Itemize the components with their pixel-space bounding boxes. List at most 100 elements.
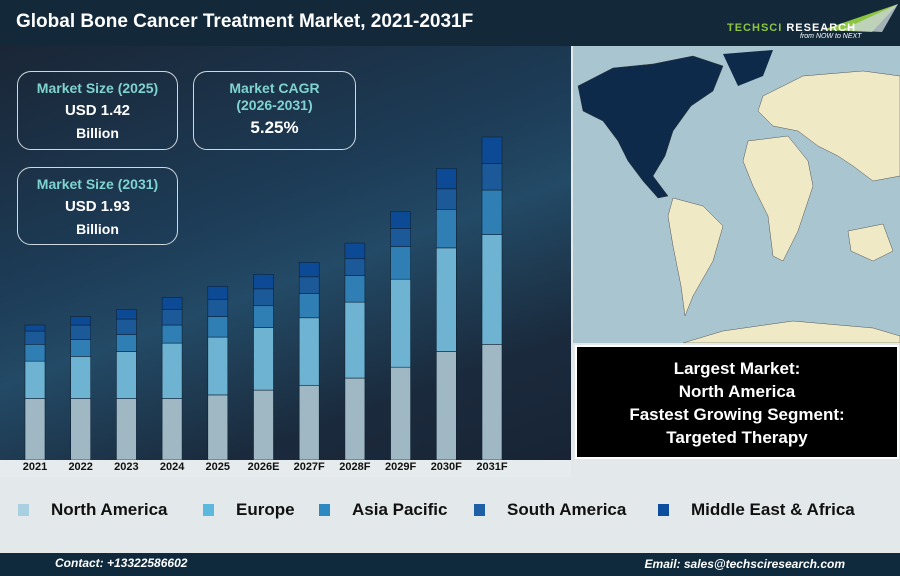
bar-segment-asia-pacific-2029F (390, 246, 411, 280)
bar-segment-south-america-2022 (70, 324, 91, 340)
bar-segment-north-america-2028F (344, 377, 366, 460)
bar-segment-europe-2022 (70, 356, 91, 399)
x-tick-label: 2023 (114, 461, 139, 473)
bar-segment-middle-east-africa-2021 (24, 324, 46, 332)
bar-segment-asia-pacific-2025 (207, 316, 229, 338)
bar-segment-asia-pacific-2026E (253, 305, 274, 328)
legend-swatch (474, 504, 485, 516)
legend-item: North America (18, 500, 168, 520)
bar-segment-north-america-2029F (390, 366, 411, 460)
bar-segment-south-america-2023 (116, 318, 137, 335)
bar-segment-asia-pacific-2031F (481, 189, 503, 235)
card-label: Market CAGR (2026-2031) (229, 80, 320, 113)
x-tick-label: 2024 (159, 461, 185, 473)
bar-segment-north-america-2022 (70, 398, 91, 460)
bar-segment-europe-2028F (344, 301, 366, 379)
fastest-segment-value: Targeted Therapy (666, 428, 808, 447)
fastest-segment-label: Fastest Growing Segment: (629, 405, 845, 424)
bar-segment-asia-pacific-2028F (344, 275, 366, 303)
legend-label: North America (51, 500, 168, 519)
bar-segment-north-america-2027F (298, 384, 320, 460)
x-tick-label: 2031F (476, 461, 508, 473)
x-tick-label: 2025 (205, 461, 231, 473)
contact-phone: Contact: +13322586602 (55, 556, 188, 570)
x-tick-label: 2027F (293, 461, 325, 473)
bar-segment-europe-2029F (390, 278, 411, 368)
bar-segment-south-america-2031F (481, 163, 503, 191)
bar-segment-north-america-2026E (253, 389, 274, 460)
x-tick-label: 2029F (384, 461, 417, 473)
legend: North America Europe Asia Pacific South Ame… (0, 500, 900, 524)
card-unit: Billion (76, 125, 119, 141)
bar-segment-north-america-2021 (24, 398, 46, 460)
highlights-box: Largest Market: North America Fastest Gr… (575, 345, 899, 459)
legend-swatch (319, 504, 330, 516)
largest-market-label: Largest Market: (673, 359, 801, 378)
australia (847, 223, 894, 262)
legend-item: Asia Pacific (319, 500, 447, 520)
techsci-logo: TECHSCI RESEARCH from NOW to NEXT (722, 2, 898, 42)
bar-segment-europe-2024 (161, 342, 183, 399)
legend-swatch (18, 504, 29, 516)
x-tick-label: 2026E (247, 461, 280, 473)
logo-tagline: from NOW to NEXT (800, 33, 862, 40)
bar-segment-south-america-2030F (435, 188, 457, 210)
card-value: USD 1.93 (64, 198, 131, 215)
header: Global Bone Cancer Treatment Market, 202… (0, 0, 900, 46)
bar-segment-europe-2021 (24, 360, 46, 399)
bar-segment-middle-east-africa-2023 (116, 309, 137, 320)
bar-segment-asia-pacific-2030F (435, 209, 457, 249)
bar-segment-middle-east-africa-2029F (390, 211, 411, 229)
x-tick-label: 2022 (68, 461, 93, 473)
legend-item: Europe (203, 500, 295, 520)
chart-panel: Market Size (2025) USD 1.42 Billion Mark… (0, 46, 571, 460)
footer: Contact: +13322586602 Email: sales@techs… (0, 553, 900, 576)
bar-segment-north-america-2031F (481, 343, 503, 460)
bar-segment-north-america-2024 (161, 398, 183, 460)
legend-label: Asia Pacific (352, 500, 448, 519)
card-value: 5.25% (250, 118, 299, 137)
bar-segment-north-america-2030F (435, 351, 457, 460)
largest-market-value: North America (678, 382, 796, 401)
bar-segment-asia-pacific-2021 (24, 343, 46, 362)
legend-swatch (658, 504, 669, 516)
legend-label: South America (507, 500, 627, 519)
page-title: Global Bone Cancer Treatment Market, 202… (16, 11, 474, 32)
bar-segment-middle-east-africa-2022 (70, 316, 91, 326)
contact-email: Email: sales@techsciresearch.com (644, 557, 845, 571)
market-size-2025-card: Market Size (2025) USD 1.42 Billion (17, 71, 178, 150)
north-america-region (577, 55, 724, 199)
south-america (667, 197, 724, 317)
card-value: USD 1.42 (64, 102, 131, 119)
bar-segment-europe-2026E (253, 327, 274, 391)
bar-segment-europe-2023 (116, 351, 137, 399)
bar-segment-middle-east-africa-2028F (344, 242, 366, 260)
bar-segment-south-america-2021 (24, 330, 46, 345)
x-tick-label: 2028F (339, 461, 371, 473)
x-axis (0, 460, 571, 477)
legend-label: Europe (236, 500, 295, 519)
bar-segment-south-america-2027F (298, 276, 320, 294)
bar-segment-europe-2030F (435, 247, 457, 352)
legend-item: Middle East & Africa (658, 500, 855, 520)
world-map (573, 46, 900, 343)
bar-segment-north-america-2023 (116, 398, 137, 460)
bar-segment-europe-2027F (298, 317, 320, 386)
bar-segment-south-america-2025 (207, 299, 229, 317)
bar-segment-north-america-2025 (207, 394, 229, 460)
stacked-bar-chart (24, 136, 503, 460)
bar-segment-europe-2031F (481, 234, 503, 345)
card-label: Market Size (2031) (36, 176, 159, 192)
card-label: Market Size (2025) (36, 80, 159, 96)
bar-segment-middle-east-africa-2030F (435, 168, 457, 190)
bar-segment-middle-east-africa-2031F (481, 136, 503, 164)
africa (742, 135, 814, 262)
antarctica (682, 320, 900, 343)
legend-swatch (203, 504, 214, 516)
bar-segment-south-america-2029F (390, 228, 411, 247)
bar-segment-asia-pacific-2024 (161, 324, 183, 344)
market-size-2031-card: Market Size (2031) USD 1.93 Billion (17, 167, 178, 245)
bar-segment-asia-pacific-2027F (298, 293, 320, 319)
bar-segment-asia-pacific-2023 (116, 334, 137, 352)
market-cagr-card: Market CAGR (2026-2031) 5.25% (193, 71, 356, 150)
